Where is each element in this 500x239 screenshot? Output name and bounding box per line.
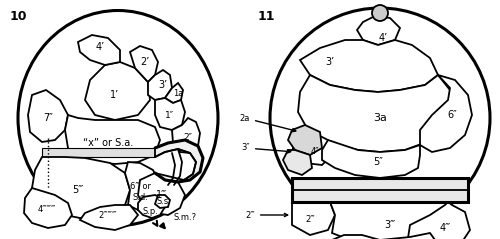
Text: S.s: S.s: [157, 197, 169, 206]
Polygon shape: [28, 90, 68, 142]
Text: 3’: 3’: [326, 57, 334, 67]
Polygon shape: [380, 233, 435, 239]
Polygon shape: [172, 118, 200, 153]
Text: 1’: 1’: [110, 90, 120, 100]
Polygon shape: [288, 125, 322, 155]
Polygon shape: [148, 70, 172, 100]
Polygon shape: [408, 202, 470, 239]
Polygon shape: [24, 188, 72, 228]
Text: 4’: 4’: [96, 42, 104, 52]
Polygon shape: [292, 178, 468, 202]
Text: 2‴: 2‴: [246, 211, 288, 219]
Polygon shape: [85, 62, 150, 120]
Text: 3″: 3″: [242, 143, 290, 153]
Polygon shape: [138, 173, 185, 215]
Polygon shape: [283, 150, 312, 175]
Ellipse shape: [18, 11, 218, 226]
Text: 2‴: 2‴: [305, 216, 315, 224]
Polygon shape: [80, 205, 138, 230]
Text: 10: 10: [10, 10, 28, 23]
Text: 5‴: 5‴: [72, 185, 84, 195]
Text: 2″: 2″: [184, 134, 192, 142]
Polygon shape: [138, 195, 165, 218]
Text: 1‴: 1‴: [156, 190, 168, 200]
Polygon shape: [300, 40, 438, 92]
Polygon shape: [125, 162, 158, 210]
Text: “x” or S.a.: “x” or S.a.: [83, 138, 133, 148]
Polygon shape: [65, 115, 160, 164]
Text: 3a: 3a: [373, 113, 387, 123]
Polygon shape: [32, 157, 130, 218]
Text: 4‴‴‴: 4‴‴‴: [38, 206, 56, 214]
Polygon shape: [292, 202, 335, 235]
Text: 4‴: 4‴: [440, 223, 450, 233]
Polygon shape: [78, 35, 120, 65]
Text: S.m.?: S.m.?: [174, 213, 197, 223]
Circle shape: [372, 5, 388, 21]
Text: 1″: 1″: [166, 110, 174, 120]
Polygon shape: [330, 202, 452, 239]
Text: 3’: 3’: [158, 80, 168, 90]
Polygon shape: [420, 75, 472, 152]
Text: 1a: 1a: [173, 88, 183, 98]
Text: 11: 11: [258, 10, 276, 23]
Polygon shape: [357, 16, 400, 45]
Polygon shape: [165, 83, 183, 103]
Text: S.p.: S.p.: [142, 207, 158, 217]
Ellipse shape: [270, 8, 490, 228]
Text: 5″: 5″: [373, 157, 383, 167]
Polygon shape: [42, 148, 155, 157]
Polygon shape: [155, 195, 170, 208]
Text: 2’: 2’: [140, 57, 149, 67]
Polygon shape: [292, 130, 332, 165]
Polygon shape: [155, 98, 185, 130]
Polygon shape: [130, 46, 158, 82]
Polygon shape: [298, 75, 455, 152]
Text: 3‴: 3‴: [384, 220, 396, 230]
Text: 6‴ or
S.d.: 6‴ or S.d.: [130, 182, 150, 202]
Text: 6″: 6″: [447, 110, 457, 120]
Polygon shape: [332, 235, 380, 239]
Text: 4’: 4’: [378, 33, 388, 43]
Text: 4″: 4″: [311, 147, 319, 157]
Polygon shape: [155, 140, 203, 182]
Text: 7″: 7″: [43, 113, 53, 123]
Text: 2a: 2a: [240, 114, 296, 132]
Text: 2‴‴‴: 2‴‴‴: [99, 211, 117, 219]
Polygon shape: [322, 140, 420, 178]
